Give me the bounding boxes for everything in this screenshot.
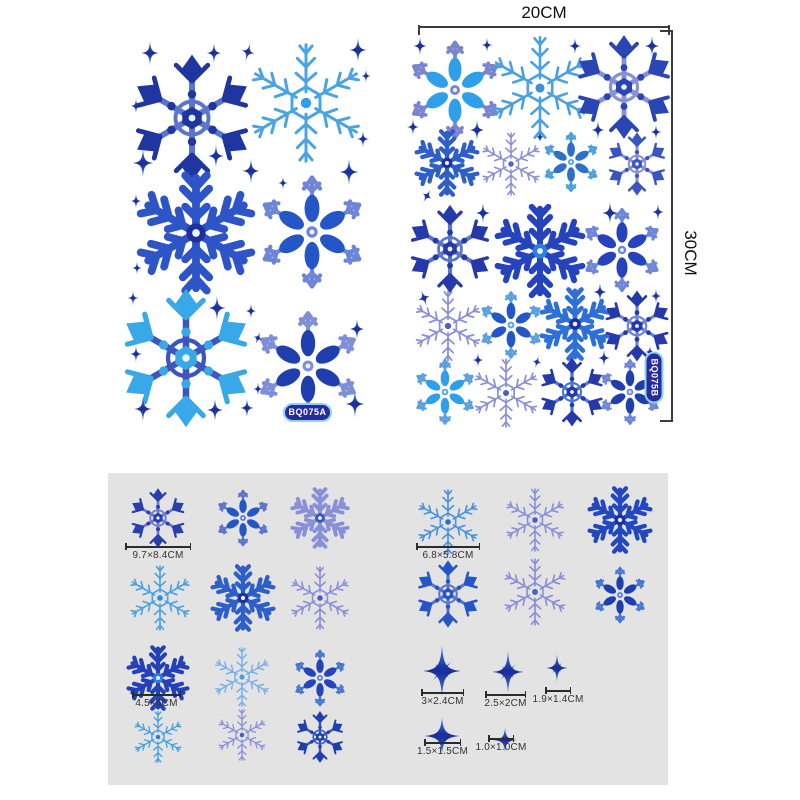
height-dimension-line <box>662 30 673 422</box>
size-measurement: 4.5×4CM <box>132 691 181 709</box>
measure-line <box>421 689 464 696</box>
width-dimension-label: 20CM <box>521 3 567 22</box>
measure-label: 1.0×1.0CM <box>475 741 527 753</box>
measure-label: 9.7×8.4CM <box>132 549 184 561</box>
width-dimension-line <box>418 25 670 34</box>
measure-line <box>424 739 461 746</box>
measure-label: 3×2.4CM <box>421 695 464 707</box>
size-measurement: 6.8×5.8CM <box>416 543 480 561</box>
size-chart-panel <box>108 473 668 785</box>
measure-line <box>125 543 191 550</box>
measure-line <box>545 687 571 694</box>
measure-label: 6.8×5.8CM <box>422 549 474 561</box>
height-dimension-label: 30CM <box>681 230 700 277</box>
size-measurement: 1.0×1.0CM <box>476 735 526 753</box>
measure-line <box>132 691 181 698</box>
size-measurement: 2.5×2CM <box>484 691 527 709</box>
size-measurement: 1.5×1.5CM <box>417 739 468 757</box>
height-dimension: 30CM <box>662 30 700 422</box>
measure-label: 4.5×4CM <box>135 697 178 709</box>
measure-label: 1.5×1.5CM <box>417 745 468 757</box>
measure-line <box>488 735 514 742</box>
measure-line <box>416 543 480 550</box>
measure-label: 2.5×2CM <box>484 697 527 709</box>
size-measurement: 3×2.4CM <box>421 689 464 707</box>
sheet-b-code-badge: BQ075B <box>644 351 664 404</box>
width-dimension: 20CM <box>418 3 670 34</box>
sheet-a-code-badge: BQ075A <box>283 403 332 422</box>
size-measurement: 9.7×8.4CM <box>125 543 191 561</box>
size-measurement: 1.9×1.4CM <box>533 687 583 705</box>
measure-line <box>485 691 526 698</box>
measure-label: 1.9×1.4CM <box>532 693 584 705</box>
